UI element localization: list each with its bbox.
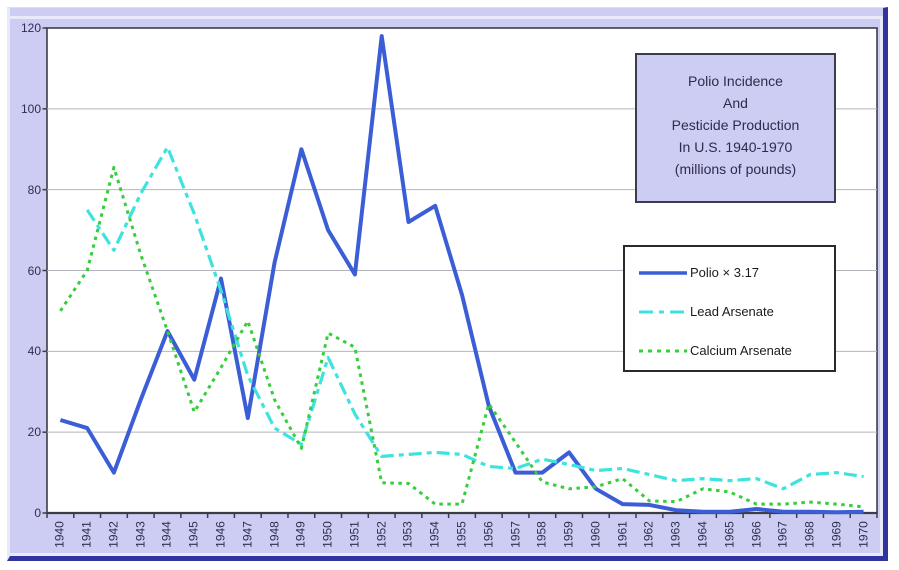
x-axis-label: 1952: [374, 521, 389, 548]
title-line: In U.S. 1940-1970: [678, 139, 793, 155]
x-axis-label: 1947: [240, 521, 255, 548]
x-axis-label: 1957: [508, 521, 523, 548]
title-line: (millions of pounds): [674, 161, 797, 177]
chart-title-box: Polio Incidence And Pesticide Production…: [635, 53, 836, 203]
x-axis-label: 1964: [695, 521, 710, 548]
x-axis-label: 1943: [133, 521, 148, 548]
legend-label: Lead Arsenate: [690, 304, 774, 319]
x-axis-label: 1953: [400, 521, 415, 548]
x-axis-label: 1966: [749, 521, 764, 548]
y-axis-label: 40: [27, 344, 41, 359]
x-axis-label: 1970: [856, 521, 871, 548]
x-axis-label: 1969: [829, 521, 844, 548]
x-axis-label: 1941: [79, 521, 94, 548]
legend-label: Calcium Arsenate: [690, 343, 792, 358]
series-line-lead-arsenate: [85, 145, 864, 491]
x-axis-label: 1949: [293, 521, 308, 548]
x-axis-label: 1959: [561, 521, 576, 548]
title-line: Pesticide Production: [671, 117, 800, 133]
y-axis-label: 80: [27, 182, 41, 197]
x-axis-label: 1950: [320, 521, 335, 548]
x-axis-label: 1956: [481, 521, 496, 548]
legend-label: Polio × 3.17: [690, 265, 760, 280]
x-axis-label: 1945: [186, 521, 201, 548]
x-axis-label: 1965: [722, 521, 737, 548]
y-axis-label: 60: [27, 263, 41, 278]
x-axis-label: 1948: [267, 521, 282, 548]
x-axis-label: 1962: [641, 521, 656, 548]
legend-item-lead-arsenate: Lead Arsenate: [625, 292, 834, 331]
x-axis-label: 1940: [52, 521, 67, 548]
y-axis-label: 100: [20, 101, 41, 116]
x-axis-label: 1961: [615, 521, 630, 548]
y-axis-label: 0: [34, 506, 41, 520]
title-line: Polio Incidence: [688, 73, 783, 89]
y-axis-label: 120: [20, 21, 41, 35]
x-axis-label: 1954: [427, 521, 442, 548]
legend: Polio × 3.17 Lead Arsenate Calcium Arsenat…: [623, 245, 836, 372]
legend-item-polio: Polio × 3.17: [625, 253, 834, 292]
series-line-polio: [59, 34, 864, 515]
x-axis-label: 1960: [588, 521, 603, 548]
x-axis-label: 1946: [213, 521, 228, 548]
x-axis-label: 1968: [802, 521, 817, 548]
x-axis-label: 1944: [159, 521, 174, 548]
x-axis-label: 1963: [668, 521, 683, 548]
legend-item-calcium-arsenate: Calcium Arsenate: [625, 331, 834, 370]
x-axis-label: 1951: [347, 521, 362, 548]
x-axis-label: 1958: [534, 521, 549, 548]
title-line: And: [723, 95, 748, 111]
legend-sample-line-lead-arsenate: [639, 310, 687, 313]
x-axis-label: 1967: [775, 521, 790, 548]
legend-sample-line-calcium-arsenate: [639, 349, 687, 352]
x-axis-label: 1942: [106, 521, 121, 548]
y-axis-label: 20: [27, 425, 41, 440]
x-axis-label: 1955: [454, 521, 469, 548]
legend-sample-line-polio: [639, 270, 687, 275]
